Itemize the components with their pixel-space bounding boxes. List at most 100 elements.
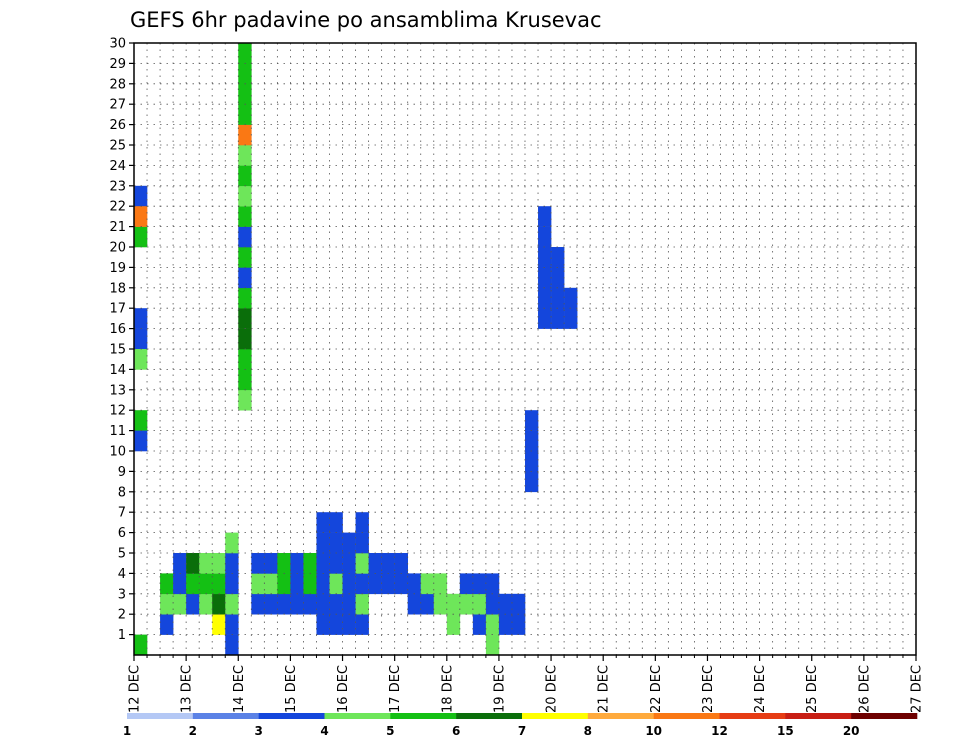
heatmap-cell: [525, 410, 539, 431]
colorbar-label: 2: [189, 724, 197, 738]
heatmap-cell: [551, 267, 565, 289]
heatmap-cell: [290, 553, 304, 574]
heatmap-cell: [160, 593, 174, 615]
heatmap-cell: [472, 593, 487, 615]
colorbar-swatch: [390, 713, 457, 719]
x-tick-label: 20 DEC: [545, 665, 560, 713]
x-tick-label: 25 DEC: [805, 665, 820, 713]
y-tick-label: 24: [109, 159, 126, 174]
heatmap-cell: [342, 593, 356, 615]
heatmap-cell: [238, 63, 252, 85]
y-tick-label: 27: [109, 98, 126, 113]
colorbar-swatch: [851, 713, 918, 719]
heatmap-cell: [238, 206, 252, 227]
heatmap-cell: [238, 124, 252, 146]
heatmap-cell: [316, 553, 330, 574]
heatmap-cell: [264, 573, 278, 595]
heatmap-cell: [134, 206, 148, 227]
heatmap-cell: [225, 593, 239, 615]
heatmap-cell: [303, 593, 317, 615]
heatmap-cell: [160, 573, 174, 595]
heatmap-cells: [134, 43, 578, 656]
heatmap-cell: [525, 430, 539, 452]
x-tick-label: 21 DEC: [597, 665, 612, 713]
colorbar-label: 6: [452, 724, 460, 738]
heatmap-cell: [225, 634, 239, 656]
heatmap-cell: [264, 593, 278, 615]
heatmap-cell: [433, 573, 448, 595]
heatmap-cell: [511, 614, 526, 635]
heatmap-cell: [264, 553, 278, 574]
heatmap-cell: [251, 593, 265, 615]
colorbar-swatch: [127, 713, 194, 719]
y-tick-label: 15: [109, 343, 126, 358]
heatmap-cell: [290, 573, 304, 595]
y-tick-label: 16: [109, 322, 126, 337]
x-tick-label: 23 DEC: [701, 665, 716, 713]
y-tick-label: 19: [109, 261, 126, 276]
heatmap-cell: [238, 308, 252, 329]
y-tick-label: 2: [118, 608, 126, 623]
colorbar-label: 12: [711, 724, 728, 738]
colorbar-label: 8: [584, 724, 592, 738]
heatmap-cell: [525, 471, 539, 493]
x-tick-label: 24 DEC: [753, 665, 768, 713]
heatmap-cell: [277, 573, 291, 595]
x-tick-label: 22 DEC: [649, 665, 664, 713]
heatmap-cell: [342, 614, 356, 635]
y-tick-label: 22: [109, 200, 126, 215]
colorbar-label: 3: [254, 724, 262, 738]
heatmap-cell: [564, 287, 578, 309]
x-tick-label: 16 DEC: [336, 665, 351, 713]
heatmap-cell: [538, 267, 552, 289]
heatmap-cell: [199, 593, 213, 615]
heatmap-cell: [134, 185, 148, 207]
y-tick-label: 1: [118, 628, 126, 643]
heatmap-cell: [134, 349, 148, 370]
heatmap-cell: [160, 614, 174, 635]
heatmap-cell: [173, 573, 187, 595]
heatmap-cell: [290, 593, 304, 615]
heatmap-cell: [277, 593, 291, 615]
colorbar-swatch: [192, 713, 259, 719]
heatmap-cell: [134, 430, 148, 452]
y-tick-label: 23: [109, 179, 126, 194]
heatmap-cell: [134, 634, 148, 656]
y-tick-label: 8: [118, 485, 126, 500]
y-tick-label: 7: [118, 506, 126, 521]
colorbar-swatch: [456, 713, 523, 719]
colorbar-label: 15: [777, 724, 794, 738]
heatmap-cell: [238, 267, 252, 289]
colorbar-label: 7: [518, 724, 526, 738]
heatmap-cell: [394, 553, 408, 574]
heatmap-cell: [485, 593, 500, 615]
heatmap-cell: [238, 389, 252, 411]
y-tick-label: 25: [109, 139, 126, 154]
heatmap-cell: [485, 614, 500, 635]
heatmap-cell: [355, 512, 369, 533]
heatmap-cell: [303, 553, 317, 574]
heatmap-cell: [355, 593, 369, 615]
heatmap-cell: [472, 614, 487, 635]
y-tick-label: 28: [109, 77, 126, 92]
y-tick-label: 21: [109, 220, 126, 235]
y-tick-label: 11: [109, 424, 126, 439]
heatmap-cell: [485, 573, 500, 595]
colorbar-legend: 1 2 3 4 5 6 7 8 10 12 15 20: [123, 713, 918, 738]
x-axis: 12 DEC 13 DEC 14 DEC 15 DEC 16 DEC 17 DEC 18 D…: [128, 655, 925, 713]
heatmap-cell: [238, 247, 252, 268]
heatmap-cell: [316, 532, 330, 554]
heatmap-cell: [498, 614, 513, 635]
x-tick-label: 15 DEC: [284, 665, 299, 713]
heatmap-cell: [134, 226, 148, 248]
heatmap-cell: [342, 532, 356, 554]
heatmap-cell: [459, 593, 474, 615]
heatmap-cell: [186, 593, 200, 615]
heatmap-cell: [472, 573, 487, 595]
y-tick-label: 12: [109, 404, 126, 419]
colorbar-swatch: [587, 713, 654, 719]
heatmap-cell: [316, 573, 330, 595]
heatmap-cell: [199, 553, 213, 574]
heatmap-cell: [446, 593, 461, 615]
heatmap-cell: [303, 573, 317, 595]
